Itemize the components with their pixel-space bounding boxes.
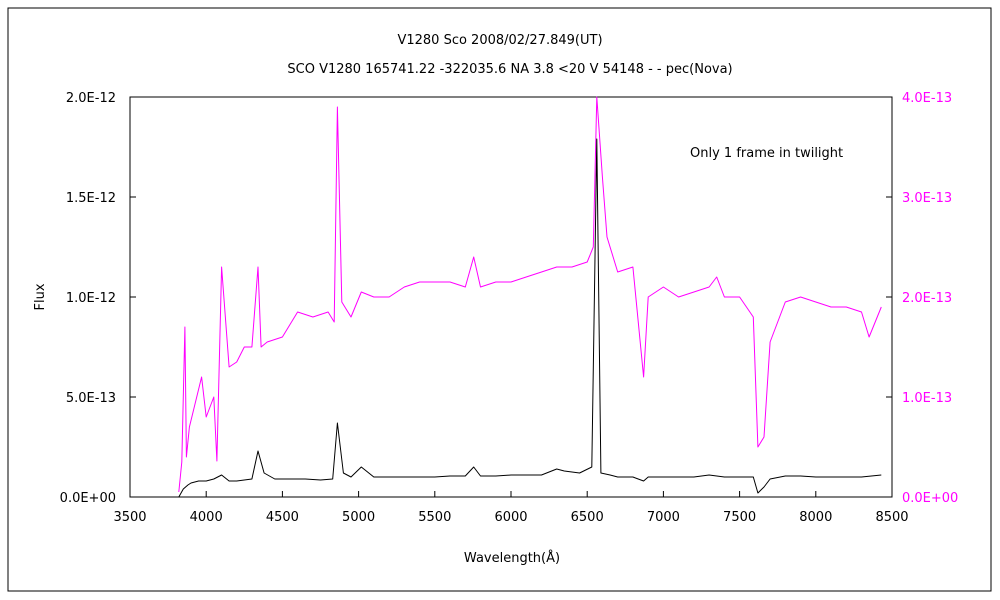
- x-axis-ticks: 3500 4000 4500 5000 5500 6000 6500 7000 7500 8000…: [113, 491, 909, 525]
- x-tick-label: 8500: [875, 510, 908, 525]
- y-right-tick-label: 0.0E+00: [902, 491, 958, 506]
- x-tick-label: 3500: [113, 510, 146, 525]
- y-right-tick-label: 2.0E-13: [902, 291, 952, 306]
- y-right-axis-ticks: 0.0E+00 1.0E-13 2.0E-13 3.0E-13 4.0E-13: [886, 91, 958, 506]
- y-left-tick-label: 5.0E-13: [66, 391, 116, 406]
- y-axis-label: Flux: [33, 283, 48, 310]
- y-right-tick-label: 3.0E-13: [902, 191, 952, 206]
- x-tick-label: 4500: [266, 510, 299, 525]
- x-tick-label: 7000: [647, 510, 680, 525]
- y-left-tick-label: 1.0E-12: [66, 291, 116, 306]
- chart-subtitle: SCO V1280 165741.22 -322035.6 NA 3.8 <20…: [287, 62, 732, 77]
- x-tick-label: 4000: [190, 510, 223, 525]
- y-left-tick-label: 1.5E-12: [66, 191, 116, 206]
- series-line-magenta: [178, 96, 882, 493]
- series-group: [178, 96, 882, 498]
- x-tick-label: 5000: [342, 510, 375, 525]
- chart-outer-border: [7, 7, 992, 592]
- y-right-tick-label: 1.0E-13: [902, 391, 952, 406]
- y-right-tick-label: 4.0E-13: [902, 91, 952, 106]
- y-left-tick-label: 2.0E-12: [66, 91, 116, 106]
- x-tick-label: 8000: [799, 510, 832, 525]
- y-left-tick-label: 0.0E+00: [60, 491, 116, 506]
- x-tick-label: 5500: [418, 510, 451, 525]
- annotation-text: Only 1 frame in twilight: [690, 146, 843, 161]
- chart-title: V1280 Sco 2008/02/27.849(UT): [397, 33, 602, 48]
- x-tick-label: 7500: [723, 510, 756, 525]
- x-tick-label: 6000: [494, 510, 527, 525]
- y-left-axis-ticks: 0.0E+00 5.0E-13 1.0E-12 1.5E-12 2.0E-12: [60, 91, 136, 506]
- x-tick-label: 6500: [571, 510, 604, 525]
- series-line-black: [178, 138, 882, 498]
- x-axis-label: Wavelength(Å): [464, 550, 560, 566]
